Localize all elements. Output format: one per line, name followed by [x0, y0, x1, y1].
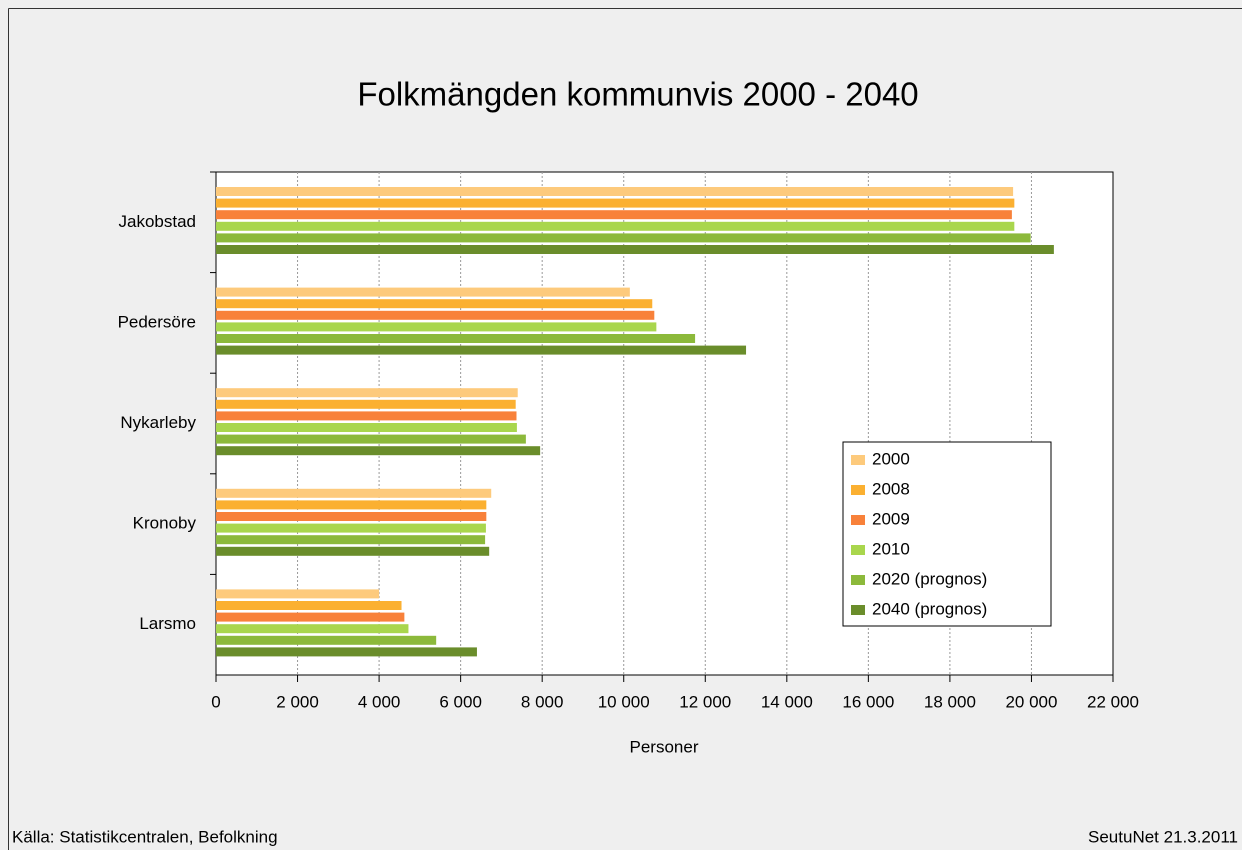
legend-label: 2020 (prognos) [872, 569, 987, 588]
bar [216, 299, 653, 309]
legend-swatch [851, 575, 865, 585]
x-tick-label: 20 000 [1005, 692, 1057, 711]
bar [216, 446, 541, 456]
x-tick-label: 2 000 [276, 692, 319, 711]
legend-box [842, 441, 1052, 627]
bar [216, 411, 517, 421]
bar [216, 434, 526, 444]
legend-swatch [851, 545, 865, 555]
x-tick-label: 12 000 [679, 692, 731, 711]
legend-label: 2010 [872, 539, 910, 558]
legend-swatch [851, 455, 865, 465]
x-axis-title: Personer [630, 737, 699, 756]
bar [216, 523, 486, 533]
x-tick-label: 22 000 [1087, 692, 1139, 711]
x-tick-label: 16 000 [842, 692, 894, 711]
bar [216, 624, 409, 634]
bar [216, 488, 492, 498]
x-tick-label: 10 000 [598, 692, 650, 711]
legend-label: 2009 [872, 509, 910, 528]
bar [216, 423, 517, 432]
y-tick-label: Larsmo [139, 614, 196, 633]
bar [216, 388, 518, 398]
bar [216, 535, 486, 545]
legend-label: 2000 [872, 449, 910, 468]
legend-swatch [851, 605, 865, 615]
bar [216, 612, 405, 622]
y-tick-label: Nykarleby [120, 413, 196, 432]
bar [216, 198, 1015, 208]
bar [216, 187, 1014, 196]
bar [216, 233, 1031, 243]
bar [216, 345, 747, 355]
bar [216, 245, 1054, 254]
bar [216, 546, 490, 556]
x-tick-label: 0 [211, 692, 220, 711]
x-tick-label: 18 000 [924, 692, 976, 711]
bar [216, 512, 487, 521]
x-tick-label: 4 000 [358, 692, 401, 711]
bar [216, 589, 380, 599]
bar [216, 287, 630, 297]
bar [216, 334, 696, 343]
x-tick-label: 6 000 [439, 692, 482, 711]
source: Källa: Statistikcentralen, Befolkning [12, 827, 278, 846]
bar [216, 399, 516, 409]
bar [216, 601, 402, 610]
chart-title: Folkmängden kommunvis 2000 - 2040 [357, 76, 918, 113]
bar [216, 322, 657, 332]
x-tick-label: 8 000 [521, 692, 564, 711]
bar [216, 500, 487, 510]
legend-swatch [851, 485, 865, 495]
legend-label: 2040 (prognos) [872, 599, 987, 618]
bar [216, 210, 1012, 220]
y-tick-label: Kronoby [133, 514, 197, 533]
legend-swatch [851, 515, 865, 525]
bar [216, 310, 655, 320]
credit: SeutuNet 21.3.2011 [1088, 827, 1238, 846]
x-tick-label: 14 000 [761, 692, 813, 711]
legend-label: 2008 [872, 479, 910, 498]
bar [216, 221, 1015, 231]
y-tick-label: Pedersöre [118, 312, 196, 331]
y-tick-label: Jakobstad [119, 212, 197, 231]
bar [216, 647, 477, 657]
bar [216, 635, 437, 645]
